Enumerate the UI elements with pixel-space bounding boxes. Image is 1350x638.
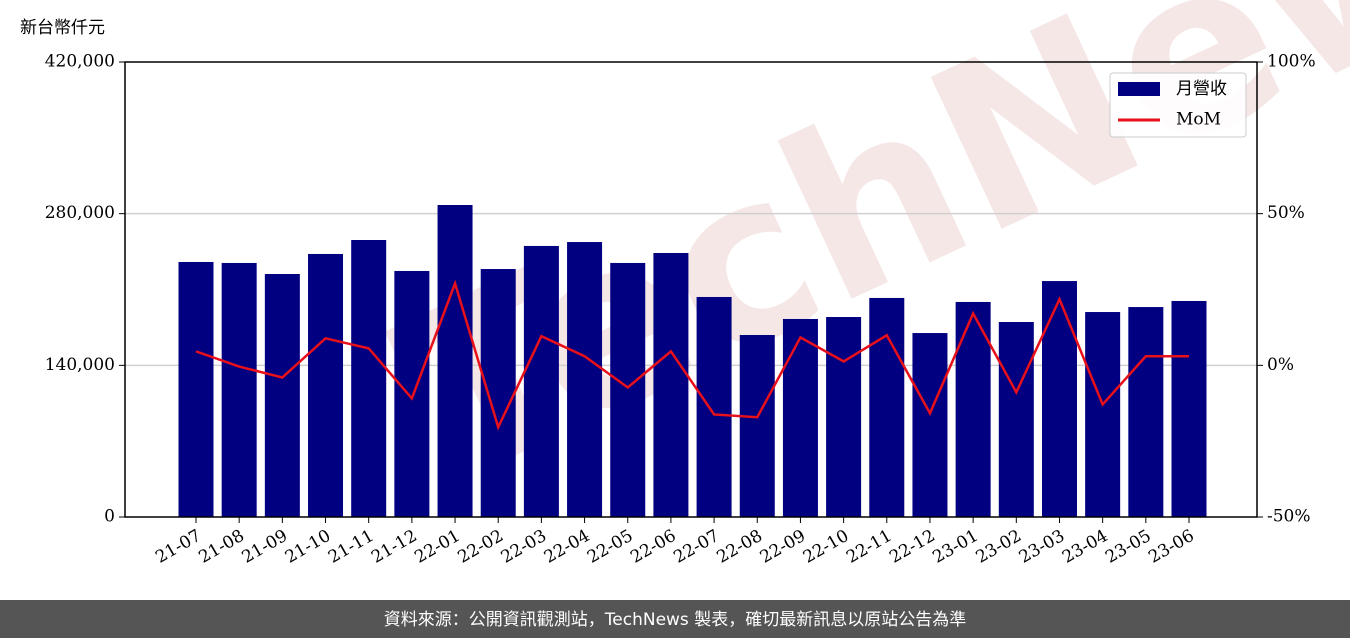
y2-tick-label: -50% [1267, 507, 1311, 527]
x-tick-label: 22-03 [498, 526, 550, 568]
x-tick-label: 21-08 [195, 526, 247, 568]
bar [308, 253, 344, 517]
bar [351, 239, 387, 517]
x-tick-label: 23-04 [1059, 526, 1111, 568]
bar [869, 297, 905, 517]
footer-bar [0, 600, 1350, 638]
x-tick-label: 22-07 [670, 526, 722, 568]
bar [653, 252, 689, 517]
x-tick-label: 23-06 [1145, 526, 1197, 568]
x-tick-label: 22-06 [627, 526, 679, 568]
y-axis-label: 新台幣仟元 [20, 18, 105, 38]
bar [567, 242, 603, 518]
y-tick-label: 140,000 [45, 355, 115, 375]
x-tick-label: 22-10 [800, 526, 852, 568]
legend-swatch [1118, 82, 1160, 96]
bar [1085, 312, 1121, 517]
line [195, 279, 1189, 431]
y2-tick-label: 0% [1267, 355, 1294, 375]
bar [523, 245, 559, 517]
bar [1041, 281, 1077, 517]
plot-frame [124, 61, 1258, 518]
x-tick-label: 21-12 [368, 526, 420, 568]
x-tick-label: 23-05 [1102, 526, 1154, 568]
bar [221, 262, 257, 517]
x-tick-label: 23-02 [973, 526, 1025, 568]
y-tick-label: 0 [104, 507, 115, 527]
x-tick-label: 22-11 [843, 526, 895, 568]
x-tick-label: 21-07 [152, 526, 204, 568]
x-tick-label: 21-09 [239, 526, 291, 568]
legend-label: MoM [1176, 110, 1221, 130]
y2-tick-label: 100% [1267, 52, 1316, 72]
bar [696, 296, 732, 517]
x-tick-label: 23-03 [1016, 526, 1068, 568]
x-tick-label: 22-09 [757, 526, 809, 568]
bar [264, 274, 300, 517]
bar [739, 335, 775, 517]
x-tick-label: 21-11 [325, 526, 377, 568]
x-tick-label: 22-08 [714, 526, 766, 568]
bar [1128, 307, 1164, 517]
bar [782, 318, 818, 517]
bar [394, 270, 430, 517]
bar [178, 261, 214, 517]
x-tick-label: 22-05 [584, 526, 636, 568]
bar [912, 333, 948, 517]
legend-label: 月營收 [1176, 79, 1227, 99]
x-tick-label: 21-10 [282, 526, 334, 568]
footer: 資料來源：公開資訊觀測站，TechNews 製表，確切最新訊息以原站公告為準 [384, 610, 966, 630]
bar [826, 317, 862, 517]
bar [437, 205, 473, 517]
y-tick-label: 420,000 [45, 52, 115, 72]
x-tick-label: 22-12 [886, 526, 938, 568]
bar [1171, 300, 1207, 517]
bar [998, 322, 1034, 517]
bar [480, 269, 516, 517]
y-tick-label: 280,000 [45, 203, 115, 223]
y2-tick-label: 50% [1267, 203, 1305, 223]
x-tick-label: 23-01 [929, 526, 981, 568]
x-tick-label: 22-01 [411, 526, 463, 568]
x-tick-label: 22-04 [541, 526, 593, 568]
bar [610, 262, 646, 517]
